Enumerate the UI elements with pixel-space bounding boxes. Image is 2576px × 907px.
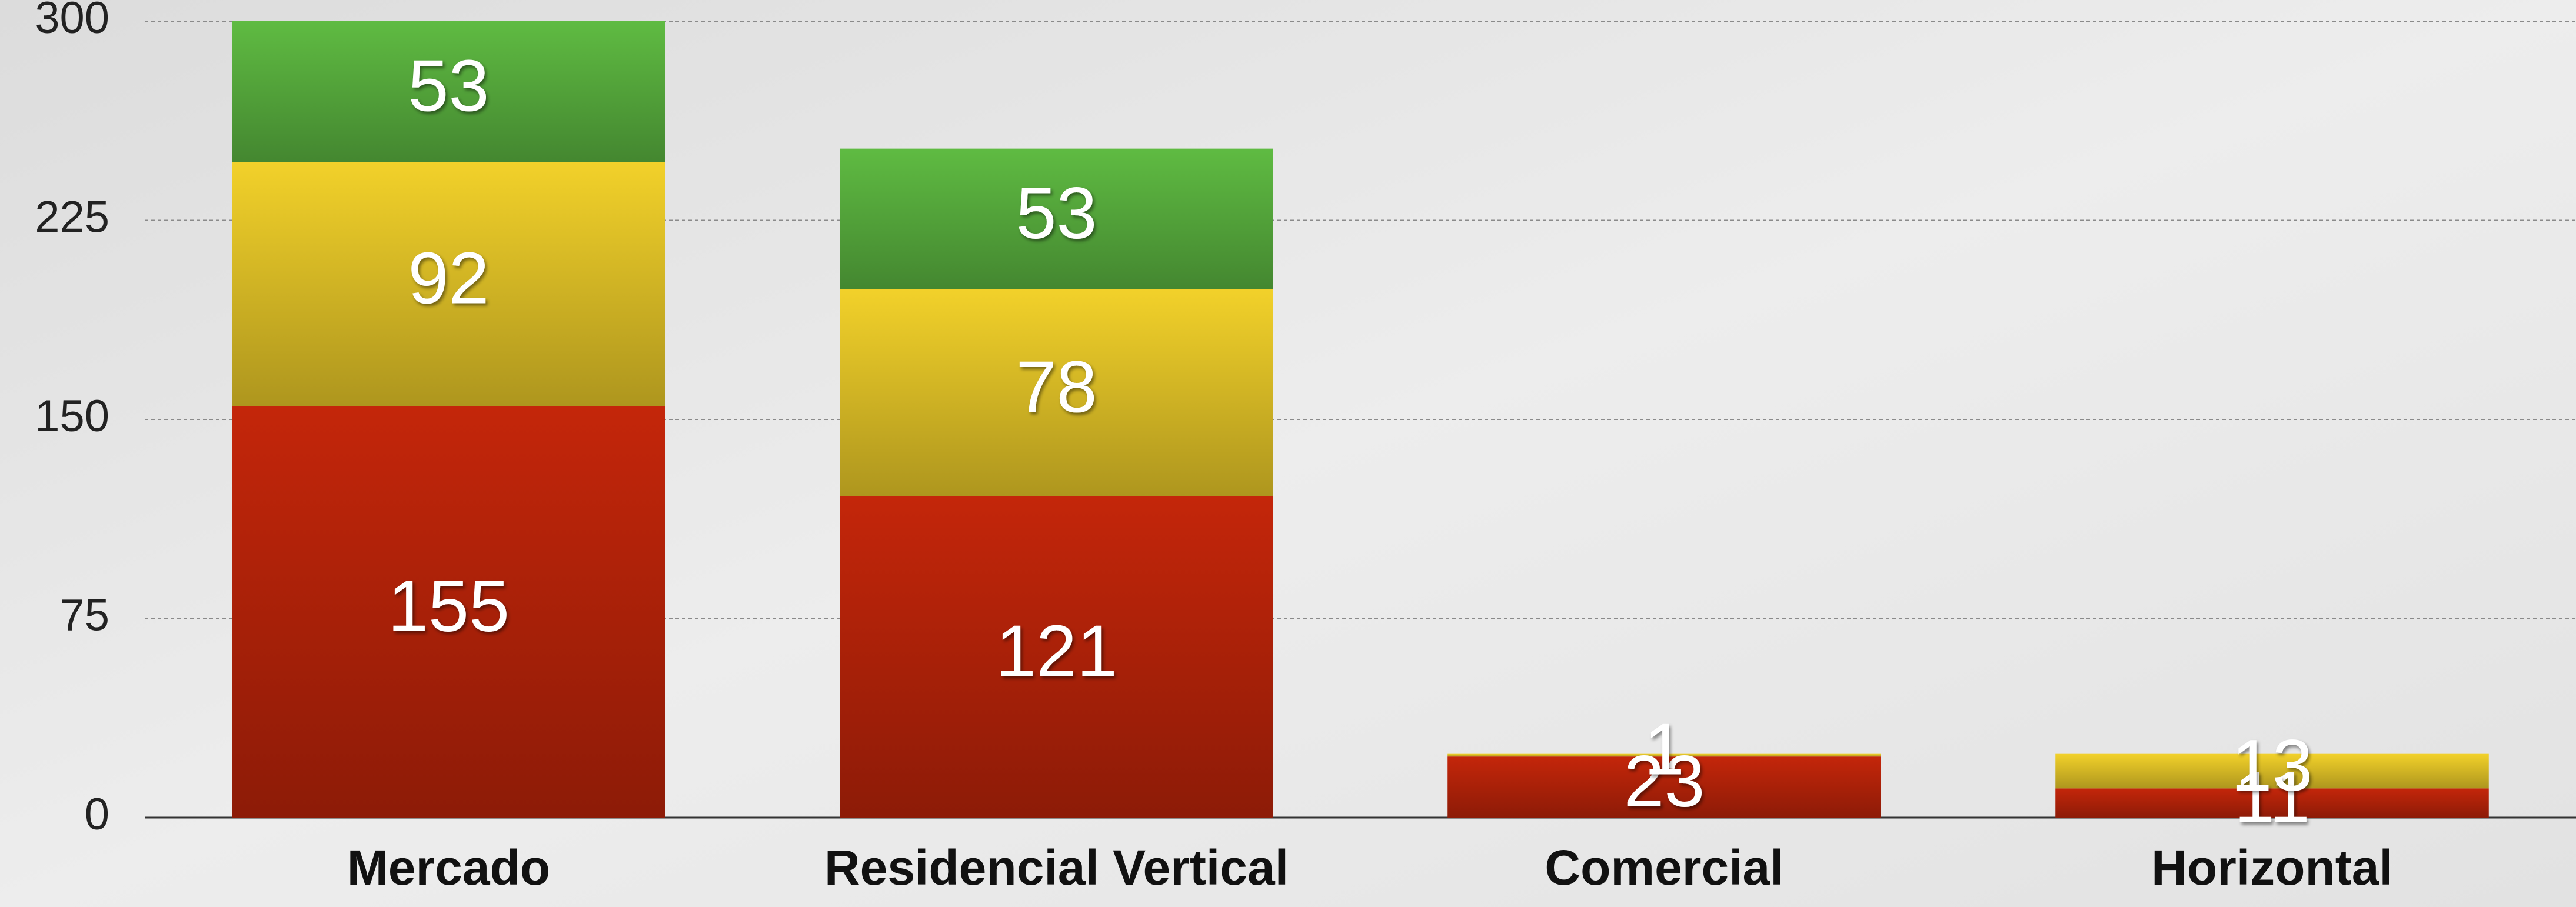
value-label: 53 <box>408 45 490 126</box>
value-label: 1 <box>1644 709 1685 791</box>
value-label: 92 <box>408 238 490 319</box>
x-tick-label: Horizontal <box>2151 840 2393 895</box>
bar-segment <box>232 406 665 818</box>
bar-segment <box>840 148 1273 289</box>
bar-segment <box>232 21 665 162</box>
y-tick-label: 300 <box>35 0 109 43</box>
y-tick-label: 0 <box>85 789 109 839</box>
value-label: 155 <box>388 566 510 647</box>
bar-segment <box>840 496 1273 818</box>
x-tick-label: Comercial <box>1545 840 1783 895</box>
bar-segment <box>232 162 665 406</box>
y-tick-label: 75 <box>59 591 109 641</box>
bar-segment <box>1447 756 1881 818</box>
bar-segment <box>840 289 1273 496</box>
y-tick-label: 225 <box>35 192 109 242</box>
x-tick-label: Mercado <box>347 840 550 895</box>
x-tick-label: Residencial Vertical <box>824 840 1289 895</box>
value-label: 121 <box>996 611 1117 692</box>
bar-segment <box>1447 753 1881 757</box>
value-label: 23 <box>1624 741 1705 822</box>
value-label: 13 <box>2232 725 2313 806</box>
value-label: 53 <box>1016 173 1097 254</box>
value-label: 11 <box>2234 757 2310 838</box>
value-label: 78 <box>1016 347 1097 428</box>
bar-segment <box>2055 788 2489 818</box>
y-tick-label: 150 <box>35 391 109 441</box>
bar-segment <box>2055 753 2489 789</box>
